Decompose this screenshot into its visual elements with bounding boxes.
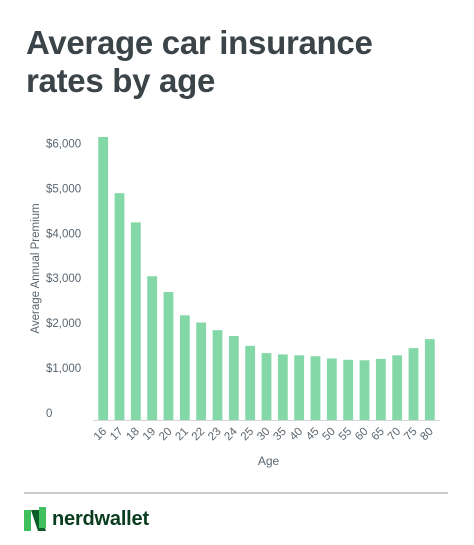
- bar: [343, 359, 354, 420]
- x-tick-label: 45: [304, 426, 322, 444]
- x-tick-label: 20: [157, 426, 175, 444]
- bar: [326, 358, 337, 420]
- x-axis-label: Age: [258, 454, 280, 468]
- x-tick-label: 50: [320, 426, 338, 444]
- x-tick-label: 65: [369, 426, 387, 444]
- x-tick-label: 16: [92, 426, 110, 444]
- y-tick-label: $4,000: [46, 228, 81, 240]
- y-tick-label: $3,000: [46, 273, 81, 285]
- chart-title: Average car insurance rates by age: [26, 24, 373, 99]
- x-tick-label: 80: [418, 426, 436, 444]
- x-tick-label: 30: [255, 426, 273, 444]
- x-tick-label: 19: [141, 426, 159, 444]
- x-tick-label: 25: [239, 426, 257, 444]
- bar: [310, 356, 321, 420]
- y-tick-label: $6,000: [46, 138, 81, 150]
- bar: [392, 355, 403, 420]
- bar: [375, 358, 386, 420]
- bar: [294, 355, 305, 420]
- y-tick-label: $2,000: [46, 318, 81, 330]
- x-tick-label: 55: [337, 426, 355, 444]
- bar: [98, 137, 109, 420]
- bar: [408, 348, 419, 420]
- bar: [245, 345, 256, 420]
- bar: [147, 276, 158, 420]
- footer-divider: [24, 492, 448, 494]
- x-tick-label: 23: [206, 426, 224, 444]
- x-tick-label: 17: [108, 426, 126, 444]
- bar: [179, 315, 190, 420]
- bar-chart: 0 $1,000 $2,000 $3,000 $4,000 $5,000 $6,000 Ave…: [30, 137, 440, 468]
- brand-name: nerdwallet: [52, 507, 149, 530]
- x-tick-label: 70: [386, 426, 404, 444]
- y-tick-label: $1,000: [46, 363, 81, 375]
- brand: nerdwallet: [24, 506, 149, 532]
- x-tick-label: 40: [288, 426, 306, 444]
- bar: [261, 353, 272, 420]
- x-tick-label: 35: [271, 426, 289, 444]
- bar: [196, 322, 207, 420]
- bar: [228, 335, 239, 420]
- bar: [359, 360, 370, 420]
- x-tick-label: 22: [190, 426, 208, 444]
- bar: [130, 222, 141, 420]
- y-axis-label: Average Annual Premium: [30, 203, 42, 333]
- x-tick-label: 60: [353, 426, 371, 444]
- bar: [163, 291, 174, 420]
- x-tick-label: 24: [222, 425, 240, 443]
- bar: [212, 330, 223, 420]
- x-tick-label: 21: [173, 426, 191, 444]
- bar: [277, 354, 288, 420]
- y-tick-label: $5,000: [46, 183, 81, 195]
- y-tick-label: 0: [46, 408, 52, 420]
- x-tick-label: 18: [124, 426, 142, 444]
- bar: [114, 193, 125, 420]
- bar: [424, 339, 435, 420]
- x-tick-label: 75: [402, 426, 420, 444]
- nerdwallet-logo-icon: [24, 507, 46, 531]
